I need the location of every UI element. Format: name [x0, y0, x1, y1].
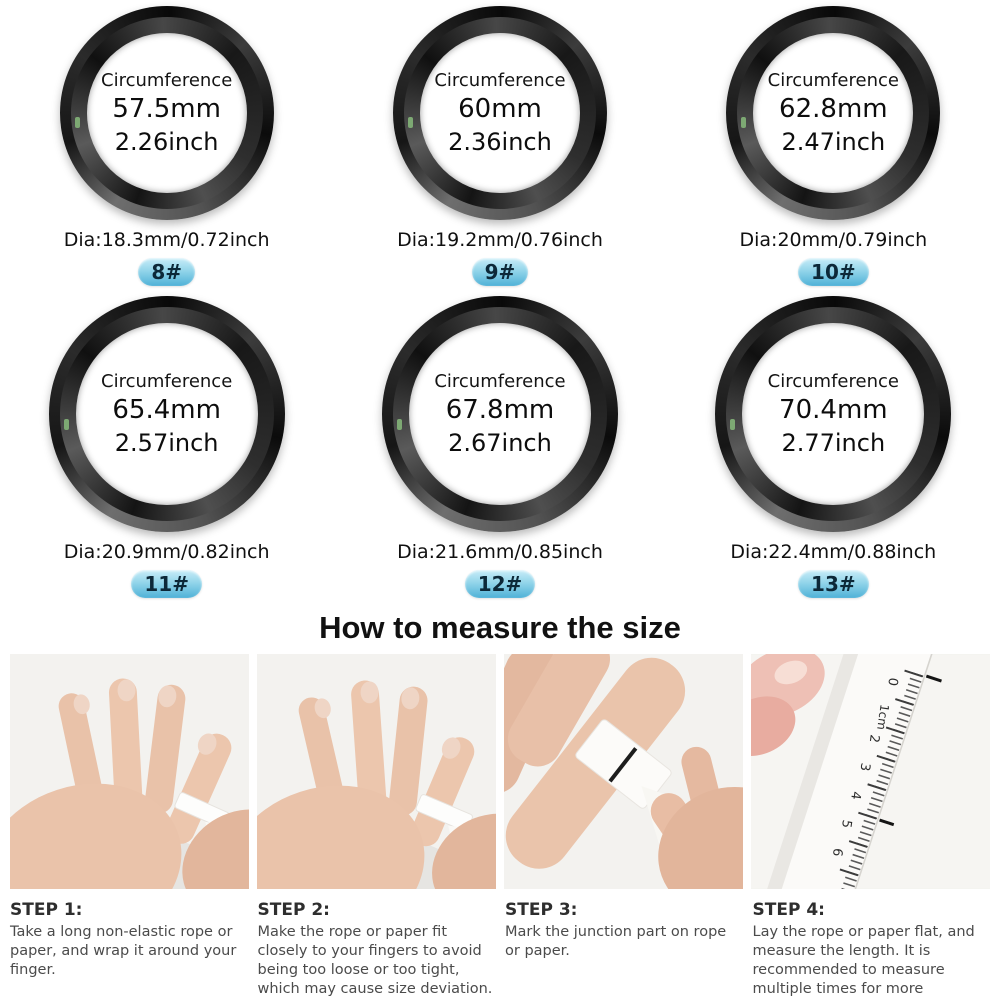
- size-badge: 12#: [464, 570, 536, 598]
- ring-size-row-1: Circumference 57.5mm 2.26inch Dia:18.3mm…: [0, 0, 1000, 286]
- ring-photo: Circumference 67.8mm 2.67inch: [381, 296, 618, 532]
- circumference-mm: 57.5mm: [112, 93, 221, 124]
- photo-step-2-tighten-rope: [257, 654, 496, 889]
- diameter-label: Dia:18.3mm/0.72inch: [63, 229, 270, 251]
- section-title: How to measure the size: [319, 610, 681, 645]
- size-badge: 13#: [798, 570, 869, 598]
- step-4: STEP 4: Lay the rope or paper flat, and …: [753, 899, 991, 1000]
- circumference-label: Circumference: [101, 70, 233, 92]
- circumference-inch: 2.77inch: [781, 428, 886, 457]
- step-label: STEP 3:: [505, 900, 578, 920]
- step-label: STEP 1:: [10, 900, 83, 920]
- ruler-number: 6: [829, 847, 845, 857]
- circumference-mm: 65.4mm: [112, 394, 221, 425]
- ring-photo: Circumference 65.4mm 2.57inch: [48, 296, 285, 532]
- ring-size-card-8: Circumference 57.5mm 2.26inch Dia:18.3mm…: [59, 0, 274, 286]
- hand-tighten-illustration: [257, 654, 496, 889]
- ring-photo: Circumference 57.5mm 2.26inch: [59, 6, 274, 220]
- photo-step-4-ruler: 0 1cm 2 3 4 5 6: [751, 654, 990, 889]
- photo-step-1-wrap-finger: [10, 654, 249, 889]
- circumference-mm: 62.8mm: [779, 93, 888, 124]
- circumference-inch: 2.26inch: [114, 127, 219, 156]
- ruler: 0 1cm 2 3 4 5 6: [760, 654, 942, 889]
- ring-sensor-glint: [741, 117, 747, 129]
- circumference-mm: 60mm: [458, 93, 542, 124]
- size-badge: 11#: [131, 570, 202, 598]
- ring-size-card-13: Circumference 70.4mm 2.77inch Dia:22.4mm…: [715, 286, 952, 598]
- circumference-inch: 2.36inch: [448, 127, 552, 156]
- diameter-label: Dia:22.4mm/0.88inch: [730, 541, 937, 563]
- ring-size-card-12: Circumference 67.8mm 2.67inch Dia:21.6mm…: [381, 286, 618, 598]
- ruler-number: 1cm: [874, 703, 891, 730]
- circumference-inch: 2.67inch: [448, 428, 552, 457]
- step-text: Take a long non-elastic rope or paper, a…: [10, 923, 237, 979]
- size-badge: 9#: [471, 258, 529, 286]
- step-2: STEP 2: Make the rope or paper fit close…: [258, 899, 496, 1000]
- ring-photo: Circumference 70.4mm 2.77inch: [715, 296, 952, 532]
- diameter-label: Dia:20.9mm/0.82inch: [63, 541, 270, 563]
- circumference-label: Circumference: [434, 371, 566, 393]
- ruler-number: 2: [866, 733, 882, 743]
- ruler-number: 4: [847, 790, 863, 800]
- circumference-inch: 2.57inch: [114, 428, 219, 457]
- circumference-inch: 2.47inch: [781, 127, 886, 156]
- circumference-mm: 70.4mm: [779, 394, 888, 425]
- ruler-number: 3: [857, 762, 873, 772]
- step-label: STEP 2:: [257, 900, 330, 920]
- step-label: STEP 4:: [752, 900, 825, 920]
- circumference-label: Circumference: [434, 70, 566, 92]
- step-text: Make the rope or paper fit closely to yo…: [257, 923, 493, 998]
- circumference-label: Circumference: [767, 70, 899, 92]
- hand-wrap-illustration: [10, 654, 249, 889]
- step-1: STEP 1: Take a long non-elastic rope or …: [10, 899, 248, 1000]
- ring-size-card-11: Circumference 65.4mm 2.57inch Dia:20.9mm…: [48, 286, 285, 598]
- step-text: Lay the rope or paper flat, and measure …: [752, 923, 975, 998]
- ring-sensor-glint: [63, 418, 69, 430]
- diameter-label: Dia:19.2mm/0.76inch: [397, 229, 603, 251]
- circumference-mm: 67.8mm: [445, 394, 555, 425]
- step-text: Mark the junction part on rope or paper.: [505, 923, 727, 960]
- ruler-number: 5: [838, 819, 854, 829]
- circumference-label: Circumference: [767, 371, 899, 393]
- diameter-label: Dia:20mm/0.79inch: [739, 229, 928, 251]
- size-badge: 10#: [798, 258, 869, 286]
- ring-sensor-glint: [396, 418, 402, 430]
- size-badge: 8#: [138, 258, 195, 286]
- ring-sensor-glint: [730, 418, 736, 430]
- ruler-number: 0: [884, 677, 900, 687]
- ring-size-card-9: Circumference 60mm 2.36inch Dia:19.2mm/0…: [392, 0, 607, 286]
- ruler-illustration: 0 1cm 2 3 4 5 6: [751, 654, 990, 889]
- photo-step-3-mark-junction: [504, 654, 743, 889]
- diameter-label: Dia:21.6mm/0.85inch: [397, 541, 603, 563]
- ring-size-row-2: Circumference 65.4mm 2.57inch Dia:20.9mm…: [0, 286, 1000, 598]
- mark-junction-illustration: [504, 654, 743, 889]
- ring-sensor-glint: [407, 117, 413, 129]
- ring-photo: Circumference 60mm 2.36inch: [392, 6, 607, 220]
- steps: STEP 1: Take a long non-elastic rope or …: [0, 899, 1000, 1000]
- ring-size-card-10: Circumference 62.8mm 2.47inch Dia:20mm/0…: [726, 0, 941, 286]
- step-3: STEP 3: Mark the junction part on rope o…: [505, 899, 743, 1000]
- ring-sensor-glint: [74, 117, 80, 129]
- instruction-photos: 0 1cm 2 3 4 5 6: [0, 654, 1000, 889]
- circumference-label: Circumference: [101, 371, 233, 393]
- ring-photo: Circumference 62.8mm 2.47inch: [726, 6, 941, 220]
